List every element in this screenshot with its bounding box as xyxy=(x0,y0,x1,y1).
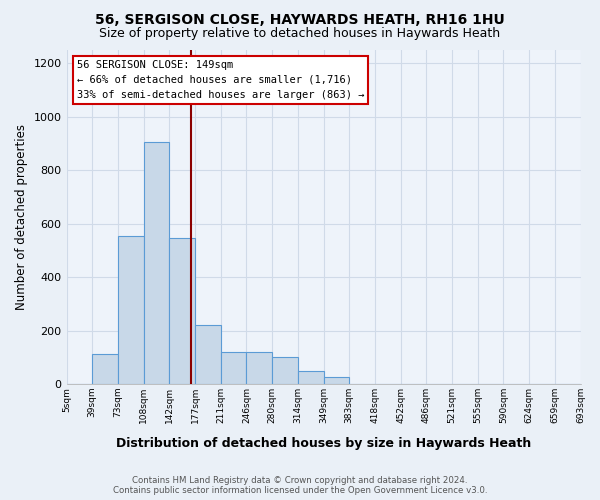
Bar xyxy=(143,142,169,384)
Bar xyxy=(169,238,195,384)
Bar xyxy=(195,325,221,384)
Bar xyxy=(272,357,298,384)
Bar xyxy=(221,352,247,384)
X-axis label: Distribution of detached houses by size in Haywards Heath: Distribution of detached houses by size … xyxy=(116,437,531,450)
Y-axis label: Number of detached properties: Number of detached properties xyxy=(15,124,28,310)
Text: Size of property relative to detached houses in Haywards Heath: Size of property relative to detached ho… xyxy=(100,28,500,40)
Bar xyxy=(92,354,118,384)
Bar xyxy=(323,378,349,384)
Bar xyxy=(298,370,323,384)
Text: 56 SERGISON CLOSE: 149sqm
← 66% of detached houses are smaller (1,716)
33% of se: 56 SERGISON CLOSE: 149sqm ← 66% of detac… xyxy=(77,60,364,100)
Text: 56, SERGISON CLOSE, HAYWARDS HEATH, RH16 1HU: 56, SERGISON CLOSE, HAYWARDS HEATH, RH16… xyxy=(95,12,505,26)
Bar xyxy=(118,236,143,384)
Text: Contains HM Land Registry data © Crown copyright and database right 2024.
Contai: Contains HM Land Registry data © Crown c… xyxy=(113,476,487,495)
Bar xyxy=(247,352,272,384)
